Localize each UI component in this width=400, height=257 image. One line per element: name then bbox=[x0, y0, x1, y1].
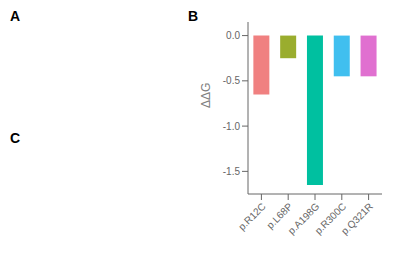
html-text:A: A bbox=[10, 8, 21, 24]
svg-text:p.L68P: p.L68P bbox=[264, 200, 295, 231]
svg-text:-0.5: -0.5 bbox=[223, 75, 241, 86]
svg-text:-1.5: -1.5 bbox=[223, 166, 241, 177]
svg-text:0.0: 0.0 bbox=[226, 30, 240, 41]
svg-text:ΔΔG: ΔΔG bbox=[199, 83, 213, 108]
html-text:B: B bbox=[188, 8, 199, 24]
svg-text:p.R300C: p.R300C bbox=[312, 200, 349, 237]
svg-text:p.A198G: p.A198G bbox=[285, 200, 322, 237]
svg-text:-1.0: -1.0 bbox=[223, 121, 241, 132]
html-text:C: C bbox=[10, 130, 21, 146]
svg-text:p.R12C: p.R12C bbox=[236, 201, 268, 233]
svg-text:p.Q321R: p.Q321R bbox=[339, 201, 375, 237]
